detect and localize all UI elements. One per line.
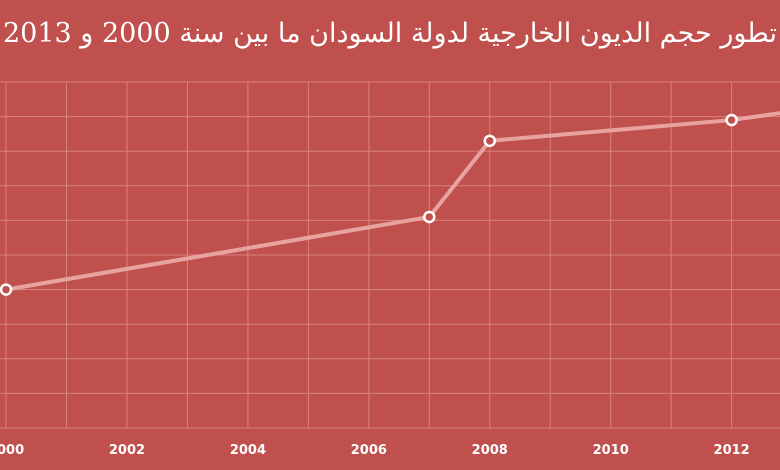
data-point (725, 113, 738, 127)
x-tick-label: 2006 (351, 443, 387, 458)
x-tick-label: 2000 (0, 443, 24, 458)
x-tick-label: 2002 (109, 443, 145, 458)
x-tick-label: 2010 (593, 443, 629, 458)
series-line (4, 111, 780, 292)
data-point (423, 210, 436, 224)
chart-title: تطور حجم الديون الخارجية لدولة السودان م… (3, 18, 777, 49)
x-tick-label: 2008 (472, 443, 508, 458)
x-tick-label: 2004 (230, 443, 266, 458)
x-tick-label: 2012 (714, 443, 750, 458)
data-point (483, 134, 497, 148)
data-point (0, 283, 13, 296)
